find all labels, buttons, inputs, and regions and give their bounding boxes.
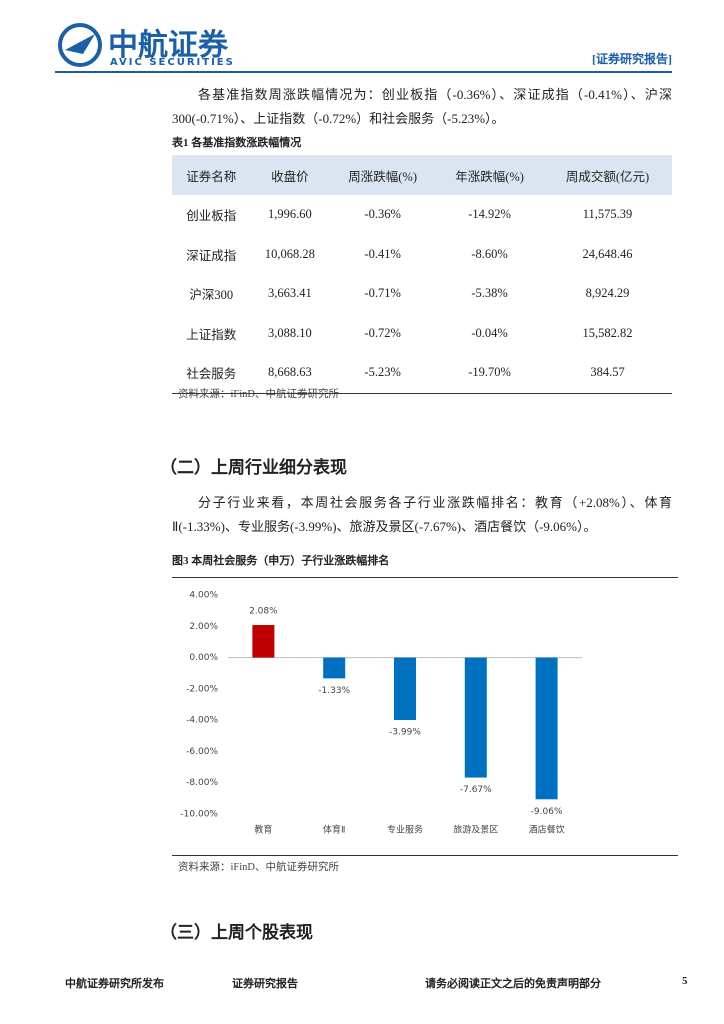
bar <box>464 657 487 778</box>
y-tick-label: -6.00% <box>186 747 218 757</box>
data-label: -7.67% <box>460 785 492 795</box>
table-cell: -14.92% <box>468 207 511 222</box>
x-tick-label: 专业服务 <box>387 824 423 836</box>
table-cell: -0.36% <box>364 207 401 222</box>
table-cell: -5.38% <box>471 286 508 301</box>
y-tick-label: 0.00% <box>189 653 218 663</box>
table-cell: 沪深300 <box>189 288 234 303</box>
section-title: （三）上周个股表现 <box>160 923 313 942</box>
paragraph: 分子行业来看，本周社会服务各子行业涨跌幅排名：教育（+2.08%）、体育Ⅱ(-1… <box>172 495 672 534</box>
column-header: 年涨跌幅(%) <box>436 155 544 195</box>
table-cell: 1,996.60 <box>268 207 312 222</box>
table-header-row: 证券名称 收盘价 周涨跌幅(%) 年涨跌幅(%) 周成交额(亿元) <box>172 155 672 195</box>
table-cell: 3,088.10 <box>268 325 312 340</box>
table-cell: -8.60% <box>471 246 508 261</box>
data-label: -1.33% <box>318 686 350 696</box>
table-row: 深证成指 10,068.28 -0.41% -8.60% 24,648.46 <box>172 235 672 275</box>
table-cell: -19.70% <box>468 365 511 380</box>
table-cell: 11,575.39 <box>582 207 633 222</box>
x-tick-label: 体育Ⅱ <box>323 824 345 836</box>
paragraph: 各基准指数周涨跌幅情况为：创业板指（-0.36%）、深证成指（-0.41%）、沪… <box>172 87 672 126</box>
bar <box>394 657 416 720</box>
x-tick-label: 教育 <box>254 824 272 836</box>
chart: 4.00% 2.00% 0.00% -2.00% -4.00% -6.00% -8.00% -… <box>180 591 582 836</box>
y-tick-label: -8.00% <box>186 778 218 788</box>
data-label: -9.06% <box>531 807 563 817</box>
table-cell: 深证成指 <box>186 248 237 263</box>
bar <box>252 625 275 658</box>
table-cell: 24,648.46 <box>582 246 633 261</box>
table-cell: -0.04% <box>471 325 508 340</box>
footer-left: 中航证券研究所发布 <box>65 978 164 990</box>
table-cell: -0.41% <box>364 246 401 261</box>
table-source: 资料来源：iFinD、中航证券研究所 <box>178 389 340 400</box>
table-wrap: 证券名称 收盘价 周涨跌幅(%) 年涨跌幅(%) 周成交额(亿元) 创业板指 1,996.6… <box>172 155 672 394</box>
report-tag: [证券研究报告] <box>592 52 672 66</box>
table-cell: 社会服务 <box>186 367 237 382</box>
table-cell: 8,924.29 <box>585 286 630 301</box>
table-cell: -0.72% <box>364 325 401 340</box>
figure-rule <box>172 577 678 578</box>
section-title: （二）上周行业细分表现 <box>160 458 347 477</box>
table-cell: 15,582.82 <box>582 325 633 340</box>
table-caption: 表1 各基准指数涨跌幅情况 <box>172 137 302 149</box>
y-tick-label: -2.00% <box>186 684 218 694</box>
table-cell: 10,068.28 <box>264 246 315 261</box>
table-cell: 上证指数 <box>186 327 237 342</box>
footer-middle: 证券研究报告 <box>232 978 298 990</box>
column-header: 证券名称 <box>172 155 251 195</box>
column-header: 周成交额(亿元) <box>543 155 672 195</box>
bar <box>535 657 558 800</box>
column-header: 周涨跌幅(%) <box>329 155 437 195</box>
table-cell: -5.23% <box>364 365 401 380</box>
logo-en: AVIC SECURITIES <box>110 57 235 68</box>
logo-icon <box>58 23 102 67</box>
data-label: 2.08% <box>249 607 278 617</box>
table-row: 创业板指 1,996.60 -0.36% -14.92% 11,575.39 <box>172 195 672 235</box>
data-label: -3.99% <box>389 727 421 737</box>
figure-caption: 图3 本周社会服务（申万）子行业涨跌幅排名 <box>172 555 390 567</box>
x-tick-label: 旅游及景区 <box>453 824 498 836</box>
x-tick-label: 酒店餐饮 <box>529 824 565 836</box>
y-tick-label: -10.00% <box>180 810 218 820</box>
bar <box>323 657 346 679</box>
table: 证券名称 收盘价 周涨跌幅(%) 年涨跌幅(%) 周成交额(亿元) 创业板指 1,996.6… <box>172 155 672 393</box>
table-cell: -0.71% <box>364 286 401 301</box>
y-tick-label: -4.00% <box>186 716 218 726</box>
column-header: 收盘价 <box>250 155 330 195</box>
figure-rule <box>172 855 678 856</box>
table-row: 上证指数 3,088.10 -0.72% -0.04% 15,582.82 <box>172 314 672 354</box>
table-cell: 创业板指 <box>186 209 237 224</box>
header-rule <box>55 71 672 73</box>
y-tick-label: 4.00% <box>189 591 218 601</box>
page-number: 5 <box>682 975 688 987</box>
table-row: 沪深300 3,663.41 -0.71% -5.38% 8,924.29 <box>172 274 672 314</box>
figure-source: 资料来源：iFinD、中航证券研究所 <box>178 862 340 873</box>
y-tick-label: 2.00% <box>189 622 218 632</box>
table-cell: 3,663.41 <box>268 286 312 301</box>
table-cell: 384.57 <box>590 365 625 380</box>
table-row: 社会服务 8,668.63 -5.23% -19.70% 384.57 <box>172 353 672 393</box>
footer-right: 请务必阅读正文之后的免责声明部分 <box>425 978 601 990</box>
table-cell: 8,668.63 <box>268 365 312 380</box>
logo: 中航证券 <box>108 28 228 63</box>
